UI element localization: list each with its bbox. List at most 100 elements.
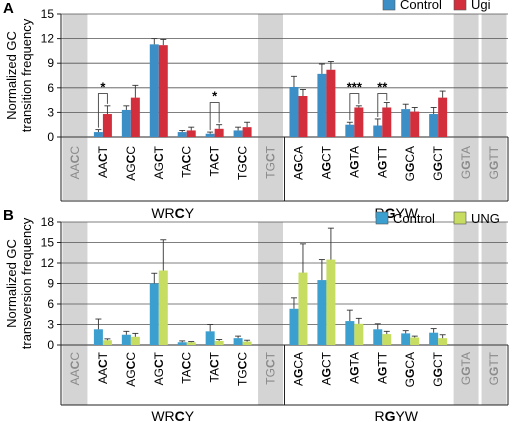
category-label-part: CA — [291, 352, 305, 369]
category-label-bold: C — [68, 360, 82, 369]
category-label-part: G — [487, 170, 501, 179]
category-label-part: CT — [431, 145, 445, 162]
category-label-part: TA — [459, 352, 473, 366]
category-label-part: G — [459, 376, 473, 385]
category-label-bold: G — [347, 366, 361, 375]
category-label-part: AA — [68, 369, 82, 385]
category-label-part: T — [152, 145, 166, 153]
panel-letter: A — [3, 0, 14, 17]
category-label-part: TG — [236, 369, 250, 386]
category-label: GGTT — [487, 145, 501, 179]
bar-ung — [382, 334, 392, 345]
significance-bracket — [349, 93, 360, 121]
group-label-bold: C — [175, 408, 185, 422]
category-label-part: AG — [152, 162, 166, 179]
bar-control — [317, 280, 327, 345]
significance-marker: *** — [347, 80, 363, 95]
bar-ugi — [102, 114, 112, 137]
category-label-part: AG — [124, 163, 138, 180]
y-tick-label: 6 — [47, 81, 54, 95]
y-axis-label: Normalized GCtransition frequency — [4, 18, 34, 132]
category-label: TACC — [180, 146, 194, 178]
category-label-part: CT — [319, 351, 333, 368]
category-label-part: TG — [236, 163, 250, 180]
group-label-bold: G — [385, 205, 396, 221]
category-label-part: T — [152, 351, 166, 359]
bar-ung — [214, 340, 224, 345]
category-label: GGTA — [459, 352, 473, 385]
category-label-part: C — [124, 146, 138, 155]
legend-swatch-control — [382, 0, 396, 11]
bar-ugi — [354, 107, 364, 137]
category-label-part: CA — [403, 352, 417, 369]
category-label-bold: C — [152, 359, 166, 368]
bar-control — [233, 338, 243, 345]
y-tick-label: 12 — [41, 32, 55, 46]
group-label-bold: C — [175, 205, 185, 221]
bar-control — [373, 125, 383, 137]
category-label-bold: G — [319, 162, 333, 171]
bar-ung — [130, 336, 140, 345]
legend-label-ugi: Ugi — [471, 0, 491, 12]
bar-control — [149, 283, 159, 345]
panel-a: 0 3 6 9 12 15 Normalized GCtransition frequenc… — [3, 0, 509, 221]
group-label-part: YW — [395, 408, 418, 422]
category-label-part: AA — [68, 163, 82, 179]
bar-control — [177, 132, 187, 137]
category-label: TGCT — [264, 351, 278, 384]
legend-label-control: Control — [393, 211, 435, 226]
category-label-part: TT — [375, 351, 389, 366]
category-label-part: TG — [264, 162, 278, 179]
category-label: TACC — [180, 352, 194, 384]
category-label-bold: C — [124, 154, 138, 163]
category-label: AACT — [96, 351, 110, 384]
y-tick-label: 3 — [47, 105, 54, 119]
category-label: AACT — [96, 145, 110, 178]
bar-ugi — [326, 69, 336, 137]
category-label-bold: C — [68, 154, 82, 163]
group-label-part: WR — [151, 408, 174, 422]
bar-ugi — [158, 45, 168, 137]
category-label: AGCA — [291, 352, 305, 386]
bar-control — [317, 73, 327, 137]
bar-control — [205, 331, 215, 345]
category-label-part: A — [375, 376, 389, 384]
group-label-part: YW — [395, 205, 418, 221]
bar-ung — [242, 341, 252, 345]
category-label-part: CA — [403, 146, 417, 163]
category-label-part: CT — [431, 351, 445, 368]
category-label-part: A — [347, 170, 361, 178]
category-label: AGCC — [124, 146, 138, 181]
category-label-bold: C — [96, 359, 110, 368]
category-label-bold: C — [264, 153, 278, 162]
significance-marker: * — [212, 89, 218, 104]
category-label-part: T — [208, 145, 222, 153]
y-tick-label: 18 — [41, 215, 55, 229]
significance-bracket — [97, 93, 108, 128]
category-label: GGCT — [431, 351, 445, 386]
y-axis-label-line: Normalized GC — [4, 239, 19, 328]
bar-control — [177, 342, 187, 345]
category-label-part: AG — [152, 368, 166, 385]
category-label-part: G — [487, 376, 501, 385]
category-label: AGTA — [347, 352, 361, 384]
bar-ugi — [214, 128, 224, 137]
category-label-part: TA — [208, 368, 222, 382]
category-label-part: AA — [96, 162, 110, 178]
category-label-bold: C — [180, 154, 194, 163]
category-label-bold: G — [291, 163, 305, 172]
category-label: AGCC — [124, 352, 138, 387]
y-tick-label: 12 — [41, 256, 55, 270]
category-label-part: G — [431, 377, 445, 386]
category-label: AGCT — [319, 351, 333, 385]
category-label-bold: G — [347, 160, 361, 169]
category-label: TGCC — [236, 146, 250, 180]
category-label-bold: G — [487, 367, 501, 376]
category-label-part: C — [236, 146, 250, 155]
category-label-part: CA — [291, 146, 305, 163]
category-label-part: TA — [180, 163, 194, 177]
y-tick-label: 6 — [47, 297, 54, 311]
category-label-part: TA — [459, 146, 473, 160]
category-label: TACT — [208, 145, 222, 176]
